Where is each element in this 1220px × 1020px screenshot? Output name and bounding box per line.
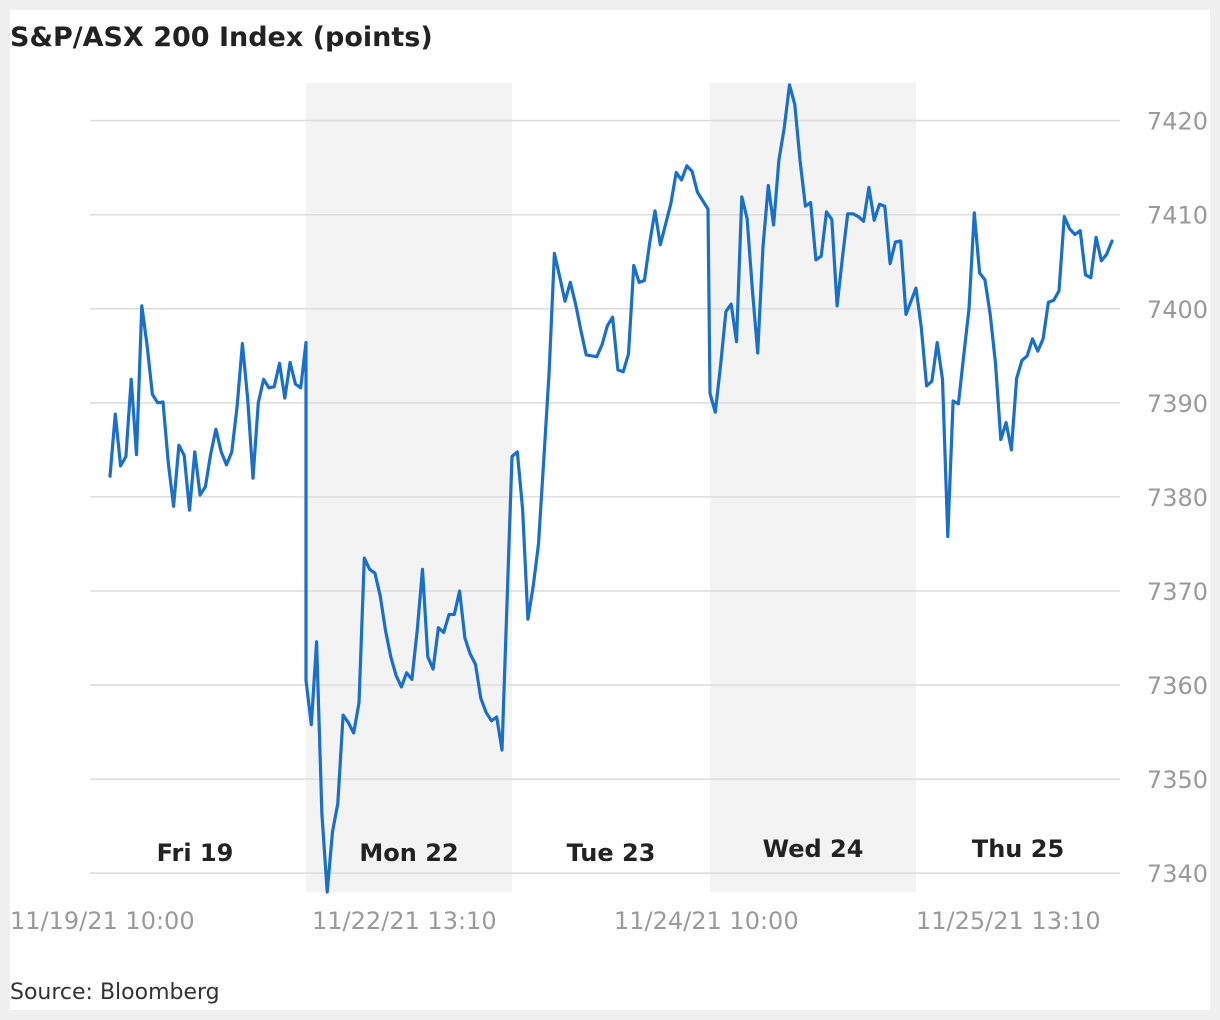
y-tick-label: 7410 xyxy=(1147,202,1208,230)
day-label: Thu 25 xyxy=(972,835,1064,863)
day-label: Fri 19 xyxy=(157,839,234,867)
y-axis-ticks: 7340 7350 7360 7370 7380 7390 7400 7410 7420 xyxy=(1147,108,1208,889)
y-tick-label: 7370 xyxy=(1147,578,1208,606)
x-tick-label: 11/24/21 10:00 xyxy=(614,907,799,935)
shaded-band-1 xyxy=(306,83,512,892)
y-tick-label: 7350 xyxy=(1147,766,1208,794)
day-label: Wed 24 xyxy=(763,835,864,863)
day-label: Mon 22 xyxy=(359,839,458,867)
y-tick-label: 7400 xyxy=(1147,296,1208,324)
day-labels: Fri 19 Mon 22 Tue 23 Wed 24 Thu 25 xyxy=(157,835,1064,867)
y-tick-label: 7360 xyxy=(1147,672,1208,700)
x-tick-label: 11/19/21 10:00 xyxy=(10,907,195,935)
y-tick-label: 7380 xyxy=(1147,484,1208,512)
y-tick-label: 7420 xyxy=(1147,108,1208,136)
day-label: Tue 23 xyxy=(567,839,656,867)
index-line xyxy=(108,83,1114,894)
y-tick-label: 7390 xyxy=(1147,390,1208,418)
source-note: Source: Bloomberg xyxy=(10,980,220,1005)
day-bands xyxy=(306,83,916,892)
gridlines xyxy=(90,119,1120,874)
line-chart: 7340 7350 7360 7370 7380 7390 7400 7410 7420 Fri… xyxy=(10,83,1208,935)
y-tick-label: 7340 xyxy=(1147,860,1208,888)
chart-card: S&P/ASX 200 Index (points) 7340 7350 7360 7… xyxy=(10,10,1210,1010)
x-tick-label: 11/25/21 13:10 xyxy=(916,907,1101,935)
chart-title: S&P/ASX 200 Index (points) xyxy=(10,22,433,53)
x-tick-label: 11/22/21 13:10 xyxy=(312,907,497,935)
x-axis-ticks: 11/19/21 10:00 11/22/21 13:10 11/24/21 10:… xyxy=(10,907,1101,935)
series-layer xyxy=(108,83,1114,894)
